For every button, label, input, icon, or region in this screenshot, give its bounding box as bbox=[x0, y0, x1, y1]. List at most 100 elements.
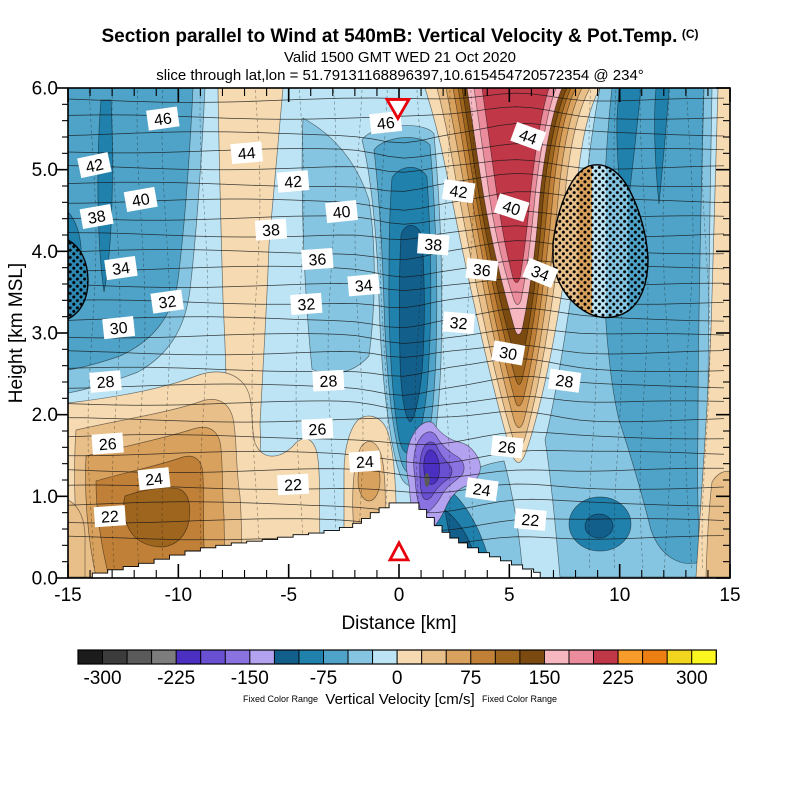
colorbar-segment bbox=[372, 649, 398, 665]
contour-label: 26 bbox=[490, 435, 524, 459]
colorbar-tick-label: 0 bbox=[392, 668, 403, 689]
contour-label: 24 bbox=[465, 477, 499, 502]
svg-text:44: 44 bbox=[516, 127, 539, 149]
contour-label: 34 bbox=[522, 257, 559, 289]
colorbar bbox=[77, 649, 717, 665]
colorbar-segment bbox=[102, 649, 128, 665]
contour-label: 44 bbox=[510, 121, 547, 152]
y-tick-label: 5.0 bbox=[32, 160, 58, 181]
svg-text:30: 30 bbox=[498, 344, 519, 364]
up-triangle-marker bbox=[387, 539, 411, 562]
x-axis-title: Distance [km] bbox=[341, 613, 456, 634]
colorbar-tick-label: -225 bbox=[157, 668, 195, 689]
svg-text:24: 24 bbox=[472, 481, 492, 500]
svg-text:26: 26 bbox=[308, 421, 327, 439]
colorbar-tick-label: 300 bbox=[676, 668, 708, 689]
colorbar-segment bbox=[175, 649, 202, 665]
stipple-region-right bbox=[552, 164, 649, 319]
svg-text:22: 22 bbox=[521, 512, 540, 530]
colorbar-segment bbox=[617, 649, 644, 665]
contour-label: 38 bbox=[417, 233, 450, 256]
contour-label: 42 bbox=[441, 179, 476, 204]
svg-text:44: 44 bbox=[237, 145, 256, 163]
colorbar-segment bbox=[224, 649, 251, 665]
svg-text:30: 30 bbox=[109, 320, 129, 339]
contour-label: 28 bbox=[312, 369, 345, 392]
colorbar-segment bbox=[421, 649, 447, 665]
svg-text:32: 32 bbox=[449, 315, 468, 333]
colorbar-segment bbox=[568, 649, 594, 665]
contour-label: 40 bbox=[493, 193, 530, 222]
svg-text:28: 28 bbox=[96, 374, 115, 392]
contour-label: 34 bbox=[347, 273, 380, 297]
contour-label: 24 bbox=[137, 467, 171, 491]
svg-text:36: 36 bbox=[308, 251, 327, 269]
svg-text:42: 42 bbox=[84, 156, 105, 176]
contour-label: 26 bbox=[301, 418, 334, 440]
svg-text:38: 38 bbox=[424, 237, 443, 255]
svg-text:22: 22 bbox=[284, 477, 303, 495]
contour-label: 38 bbox=[79, 203, 114, 230]
page-title: Section parallel to Wind at 540mB: Verti… bbox=[101, 26, 678, 47]
contour-label: 42 bbox=[77, 152, 112, 179]
svg-text:36: 36 bbox=[472, 262, 492, 281]
contour-label: 46 bbox=[146, 106, 180, 131]
y-axis-tick-labels: 0.0 1.0 2.0 3.0 4.0 5.0 6.0 bbox=[32, 79, 58, 590]
colorbar-segment bbox=[126, 649, 153, 665]
contour-label: 34 bbox=[104, 255, 138, 281]
colorbar-segment bbox=[273, 649, 300, 665]
x-tick-label: -15 bbox=[54, 585, 81, 606]
colorbar-segment bbox=[544, 649, 570, 665]
contour-label: 30 bbox=[491, 340, 526, 366]
svg-text:28: 28 bbox=[319, 373, 338, 391]
contour-fill-field bbox=[68, 88, 730, 578]
contour-label: 42 bbox=[276, 170, 310, 193]
svg-text:26: 26 bbox=[497, 439, 517, 458]
svg-text:38: 38 bbox=[87, 208, 108, 228]
slice-location-subtitle: slice through lat,lon = 51.7913116889639… bbox=[156, 67, 644, 84]
colorbar-tick-label: -300 bbox=[83, 668, 121, 689]
colorbar-segment bbox=[445, 649, 472, 665]
contour-label: 40 bbox=[123, 186, 158, 212]
colorbar-segment bbox=[298, 649, 324, 665]
colorbar-segment bbox=[519, 649, 545, 665]
svg-text:34: 34 bbox=[111, 260, 131, 279]
colorbar-note-right: Fixed Color Range bbox=[482, 694, 557, 704]
colorbar-segment bbox=[323, 649, 349, 665]
colorbar-tick-label: 75 bbox=[460, 668, 481, 689]
contour-label: 26 bbox=[91, 432, 124, 455]
x-tick-label: -10 bbox=[165, 585, 192, 606]
colorbar-tick-label: 150 bbox=[529, 668, 561, 689]
svg-text:24: 24 bbox=[355, 454, 374, 472]
wind-slice-markers bbox=[384, 98, 412, 562]
y-axis-title: Height [km MSL] bbox=[6, 263, 27, 403]
svg-text:40: 40 bbox=[332, 204, 352, 223]
y-tick-label: 3.0 bbox=[32, 324, 58, 345]
colorbar-tick-label: -75 bbox=[310, 668, 337, 689]
colorbar-segment bbox=[249, 649, 275, 665]
x-tick-label: 15 bbox=[719, 585, 740, 606]
colorbar-segment bbox=[691, 649, 717, 665]
colorbar-segment bbox=[642, 649, 668, 665]
svg-text:42: 42 bbox=[448, 183, 468, 202]
colorbar-segment bbox=[666, 649, 693, 665]
axis-ticks bbox=[57, 87, 731, 579]
y-tick-label: 0.0 bbox=[32, 569, 58, 590]
y-tick-label: 2.0 bbox=[32, 405, 58, 426]
svg-text:34: 34 bbox=[528, 263, 551, 285]
contour-label: 24 bbox=[348, 450, 381, 473]
valid-time-subtitle: Valid 1500 GMT WED 21 Oct 2020 bbox=[283, 49, 517, 66]
y-tick-label: 1.0 bbox=[32, 487, 58, 508]
contour-label: 32 bbox=[442, 311, 475, 335]
svg-text:42: 42 bbox=[284, 174, 303, 192]
contour-label: 22 bbox=[277, 473, 310, 496]
svg-text:46: 46 bbox=[153, 110, 173, 129]
svg-text:22: 22 bbox=[101, 509, 120, 527]
svg-text:34: 34 bbox=[354, 277, 373, 295]
vertical-velocity-contours bbox=[87, 89, 711, 571]
contour-label: 32 bbox=[290, 292, 323, 315]
terrain-silhouette bbox=[91, 502, 541, 578]
contour-label: 22 bbox=[93, 505, 127, 528]
